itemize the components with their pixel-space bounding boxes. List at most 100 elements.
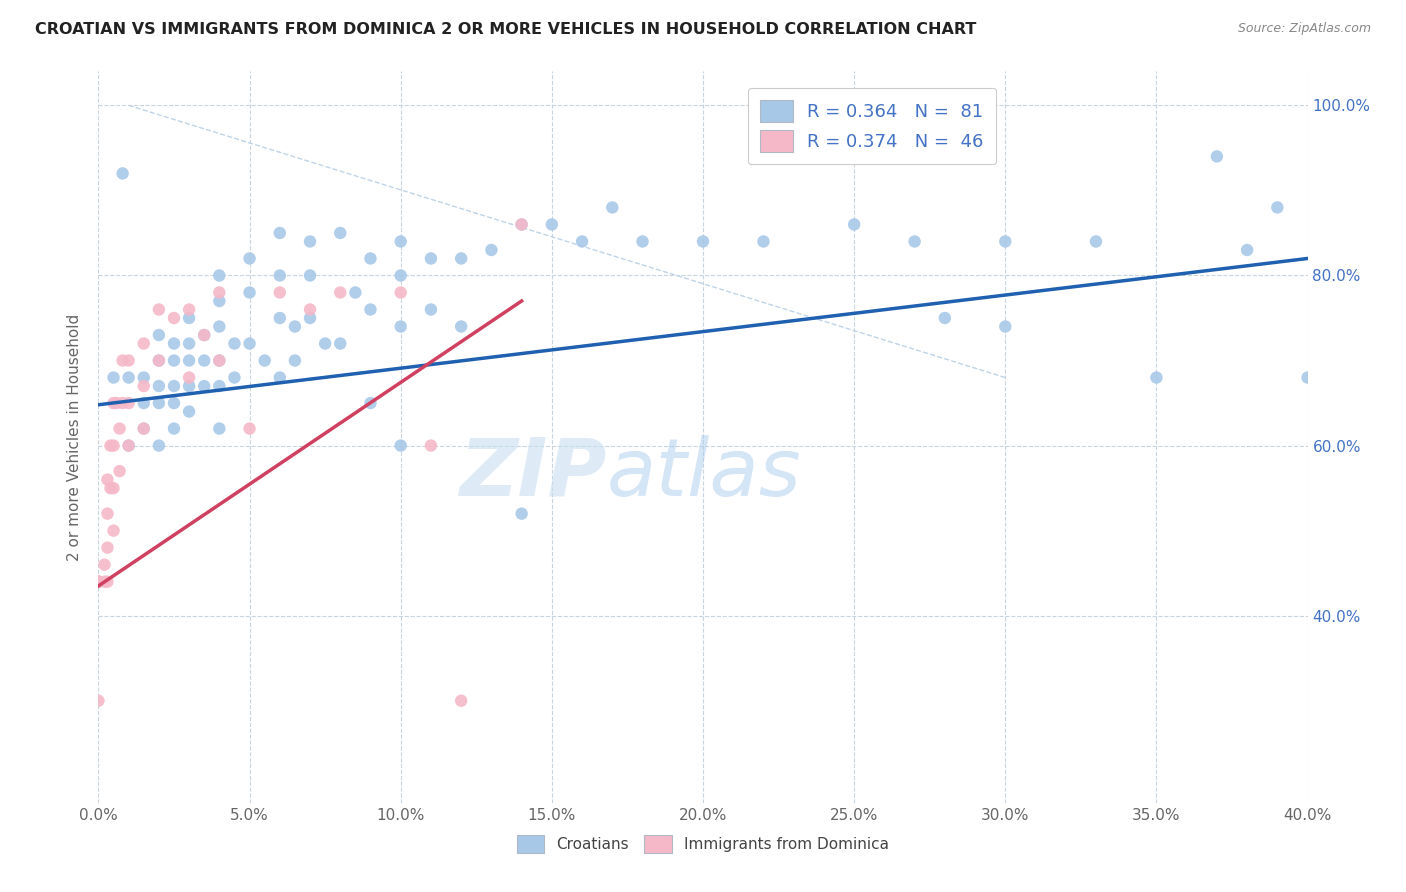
Point [148, 302, 170, 317]
Point [179, 302, 201, 317]
Point [844, 218, 866, 232]
Point [994, 235, 1017, 249]
Point [239, 336, 262, 351]
Point [108, 464, 131, 478]
Point [96, 541, 118, 555]
Point [100, 481, 122, 495]
Point [299, 302, 322, 317]
Point [87, 574, 110, 589]
Point [299, 311, 322, 326]
Point [284, 319, 307, 334]
Point [299, 268, 322, 283]
Point [96, 473, 118, 487]
Point [510, 218, 533, 232]
Point [344, 285, 367, 300]
Point [239, 421, 262, 435]
Point [132, 379, 155, 393]
Point [360, 252, 382, 266]
Point [329, 285, 352, 300]
Point [193, 328, 215, 343]
Point [420, 252, 443, 266]
Point [105, 396, 128, 410]
Point [329, 336, 352, 351]
Point [118, 370, 141, 384]
Point [994, 319, 1017, 334]
Point [93, 574, 115, 589]
Legend: Croatians, Immigrants from Dominica: Croatians, Immigrants from Dominica [509, 827, 897, 861]
Point [284, 353, 307, 368]
Point [224, 336, 246, 351]
Point [208, 421, 231, 435]
Point [103, 481, 125, 495]
Point [118, 353, 141, 368]
Point [540, 218, 562, 232]
Point [224, 370, 246, 384]
Point [96, 574, 118, 589]
Point [450, 252, 472, 266]
Point [360, 396, 382, 410]
Point [208, 353, 231, 368]
Point [132, 370, 155, 384]
Point [420, 439, 443, 453]
Point [148, 439, 170, 453]
Point [510, 507, 533, 521]
Point [193, 328, 215, 343]
Point [1236, 243, 1258, 257]
Point [208, 285, 231, 300]
Point [87, 574, 110, 589]
Point [389, 285, 412, 300]
Y-axis label: 2 or more Vehicles in Household: 2 or more Vehicles in Household [67, 313, 83, 561]
Point [179, 379, 201, 393]
Point [179, 370, 201, 384]
Point [1267, 201, 1289, 215]
Point [132, 336, 155, 351]
Text: Source: ZipAtlas.com: Source: ZipAtlas.com [1237, 22, 1371, 36]
Point [87, 574, 110, 589]
Point [96, 507, 118, 521]
Point [450, 694, 472, 708]
Point [253, 353, 276, 368]
Point [163, 353, 186, 368]
Point [269, 226, 291, 240]
Point [103, 524, 125, 538]
Point [87, 574, 110, 589]
Text: CROATIAN VS IMMIGRANTS FROM DOMINICA 2 OR MORE VEHICLES IN HOUSEHOLD CORRELATION: CROATIAN VS IMMIGRANTS FROM DOMINICA 2 O… [35, 22, 977, 37]
Point [93, 558, 115, 572]
Point [208, 353, 231, 368]
Point [692, 235, 714, 249]
Point [118, 396, 141, 410]
Point [148, 353, 170, 368]
Point [179, 311, 201, 326]
Point [179, 404, 201, 418]
Point [450, 319, 472, 334]
Point [103, 370, 125, 384]
Point [389, 439, 412, 453]
Point [934, 311, 956, 326]
Point [163, 311, 186, 326]
Point [389, 235, 412, 249]
Point [208, 319, 231, 334]
Point [87, 574, 110, 589]
Point [148, 328, 170, 343]
Point [631, 235, 654, 249]
Point [111, 166, 134, 180]
Point [100, 439, 122, 453]
Point [1206, 149, 1229, 163]
Point [193, 353, 215, 368]
Point [269, 268, 291, 283]
Point [329, 226, 352, 240]
Point [1144, 370, 1167, 384]
Point [314, 336, 336, 351]
Point [132, 396, 155, 410]
Point [148, 396, 170, 410]
Point [148, 353, 170, 368]
Point [510, 218, 533, 232]
Point [1085, 235, 1108, 249]
Point [299, 235, 322, 249]
Point [163, 379, 186, 393]
Point [163, 421, 186, 435]
Point [752, 235, 775, 249]
Point [481, 243, 503, 257]
Point [87, 694, 110, 708]
Text: atlas: atlas [606, 434, 801, 513]
